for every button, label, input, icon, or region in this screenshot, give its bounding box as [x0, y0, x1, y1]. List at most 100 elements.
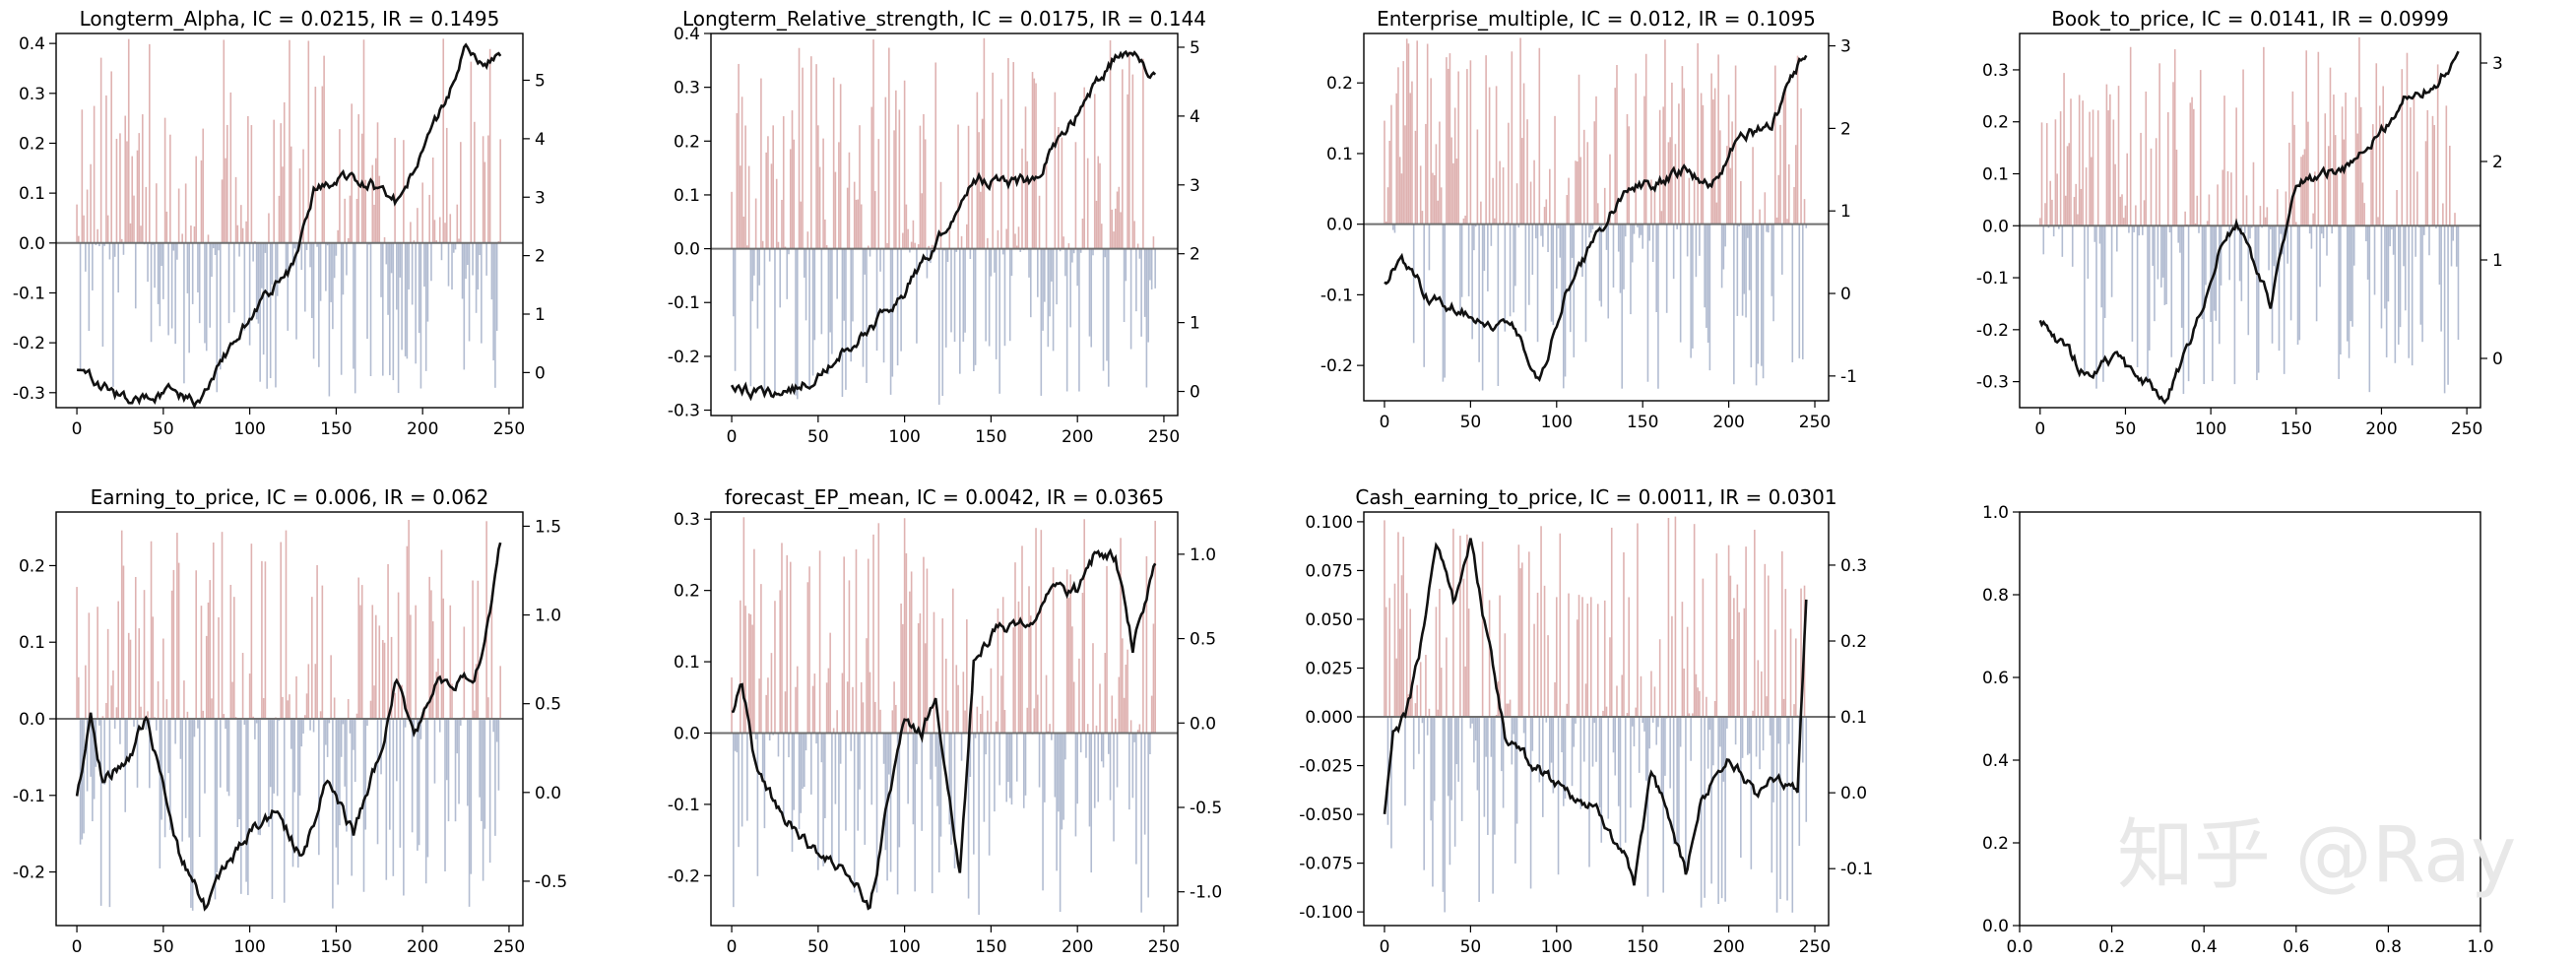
bar — [2319, 225, 2321, 288]
bar — [430, 242, 432, 282]
bar — [948, 229, 951, 249]
bar — [216, 242, 219, 393]
bar — [1569, 224, 1572, 333]
bar — [1024, 733, 1027, 796]
bar — [1047, 248, 1050, 348]
bar — [1439, 121, 1441, 224]
bar — [101, 716, 104, 719]
bar — [374, 614, 377, 719]
x-tick-label: 250 — [1799, 413, 1831, 432]
y2-tick-label: 5 — [535, 72, 546, 92]
bar — [1710, 73, 1712, 224]
bar — [1501, 717, 1503, 772]
bar — [98, 719, 100, 726]
bar — [1439, 588, 1441, 718]
bar — [1487, 224, 1489, 291]
bar — [326, 719, 329, 757]
bar — [1731, 121, 1733, 224]
bar — [1107, 733, 1110, 754]
bar — [836, 710, 838, 734]
bar — [380, 719, 382, 775]
bar — [2450, 225, 2453, 267]
subplot-title: Enterprise_multiple, IC = 0.012, IR = 0.… — [1377, 7, 1816, 31]
bar — [1078, 248, 1080, 392]
bar — [1450, 137, 1452, 224]
bar — [736, 733, 739, 753]
bar — [1478, 717, 1480, 902]
bar — [1063, 236, 1064, 249]
bar — [1745, 546, 1747, 718]
bar — [1651, 717, 1654, 723]
bar — [447, 719, 450, 822]
bar — [1418, 717, 1420, 754]
bar — [1536, 592, 1539, 718]
bar — [1678, 717, 1680, 852]
bar — [850, 733, 852, 751]
bar — [424, 242, 427, 371]
bar — [2443, 225, 2446, 394]
bar — [426, 242, 429, 322]
bar — [2280, 225, 2282, 234]
bar — [1120, 212, 1122, 249]
bar — [919, 125, 922, 249]
bar — [93, 719, 96, 800]
bar — [1017, 226, 1020, 249]
bar — [946, 710, 949, 734]
bar — [804, 733, 805, 788]
bar — [2421, 225, 2423, 343]
bar — [332, 719, 334, 909]
bar — [1671, 615, 1673, 718]
bar — [746, 245, 748, 249]
bar — [2161, 225, 2164, 278]
bar — [181, 233, 183, 243]
bar — [889, 733, 892, 872]
bar — [2039, 218, 2041, 226]
bar — [1426, 717, 1429, 736]
bar — [346, 719, 348, 832]
bar — [2295, 222, 2297, 226]
bar — [1748, 224, 1751, 290]
bar — [1642, 717, 1643, 724]
bar — [1437, 200, 1439, 224]
bar — [353, 719, 354, 750]
bar — [2078, 95, 2081, 226]
bar — [488, 719, 491, 864]
bar — [1603, 187, 1606, 224]
bar — [964, 710, 966, 734]
bar — [86, 719, 89, 792]
bar — [293, 719, 296, 793]
bar — [1111, 695, 1114, 734]
bar — [1729, 167, 1732, 224]
bar — [378, 625, 381, 719]
bar — [1779, 124, 1781, 224]
bar — [282, 696, 284, 719]
bar — [2283, 225, 2286, 374]
bar — [2230, 172, 2232, 226]
cumulative-line — [731, 547, 1157, 911]
y-tick-label: -0.3 — [668, 402, 700, 421]
bar — [2206, 221, 2209, 226]
bar — [1035, 528, 1037, 734]
bar — [1065, 248, 1068, 392]
bar — [401, 684, 403, 719]
bar — [1736, 584, 1739, 718]
y2-tick-label: -0.5 — [535, 872, 567, 892]
bar — [822, 733, 824, 866]
bar — [211, 242, 213, 278]
bar — [2382, 86, 2384, 226]
bar — [2068, 143, 2071, 226]
bar — [2410, 107, 2412, 226]
y-tick-label: 0.1 — [674, 653, 700, 673]
bar — [1038, 733, 1041, 788]
bar — [248, 673, 251, 719]
bar — [2191, 96, 2193, 226]
bar — [156, 719, 158, 731]
y2-tick-label: 1 — [1840, 202, 1851, 222]
bar — [1719, 717, 1721, 747]
bar — [2406, 52, 2409, 226]
bar — [1497, 224, 1500, 386]
bar — [1478, 224, 1480, 362]
bar — [1147, 733, 1149, 898]
bar — [1671, 82, 1673, 224]
bar — [1793, 186, 1795, 224]
